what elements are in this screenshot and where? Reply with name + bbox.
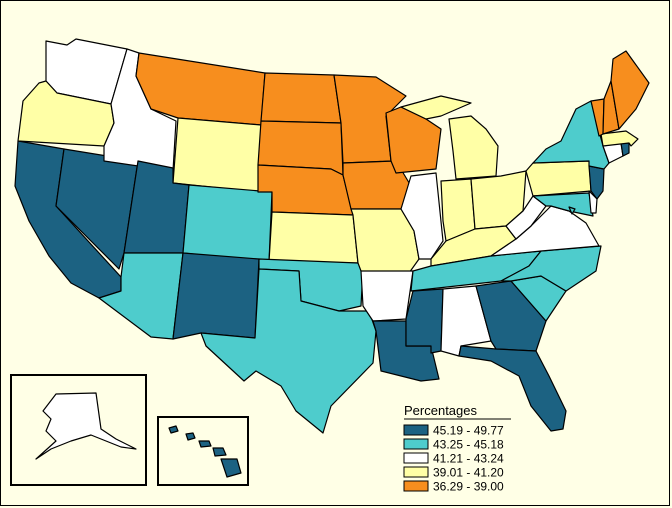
legend-swatch-1: [403, 438, 429, 450]
state-WY: [172, 117, 262, 193]
state-HI: [168, 425, 242, 478]
legend-swatch-3: [403, 466, 429, 478]
state-MS: [405, 288, 444, 354]
state-RI: [620, 142, 630, 157]
state-ND: [260, 72, 342, 124]
state-CO: [182, 184, 273, 263]
state-NE: [257, 164, 354, 216]
state-IL: [400, 172, 444, 260]
state-MA: [600, 130, 639, 147]
legend-label-3: 39.01 - 41.20: [433, 466, 504, 480]
alaska-inset-frame: [10, 374, 147, 486]
legend-swatch-4: [403, 480, 429, 492]
legend-label-1: 43.25 - 45.18: [433, 438, 504, 452]
state-NM: [172, 252, 260, 340]
legend-label-4: 36.29 - 39.00: [433, 480, 504, 494]
legend-label-0: 45.19 - 49.77: [433, 424, 504, 438]
state-AK: [35, 392, 137, 460]
legend-swatch-2: [403, 452, 429, 464]
state-TX: [200, 268, 377, 434]
legend-swatch-0: [403, 424, 429, 436]
state-FL: [458, 345, 567, 432]
state-MI: [400, 95, 499, 180]
state-ME: [610, 50, 650, 130]
legend-title: Percentages: [404, 403, 477, 418]
state-NC: [500, 245, 602, 292]
hawaii-inset-frame: [157, 416, 249, 486]
state-DC: [568, 206, 576, 215]
legend-label-2: 41.21 - 43.24: [433, 452, 504, 466]
state-AR: [360, 270, 414, 322]
state-PA: [525, 160, 592, 197]
state-VA: [490, 205, 600, 257]
state-KS: [268, 211, 359, 264]
